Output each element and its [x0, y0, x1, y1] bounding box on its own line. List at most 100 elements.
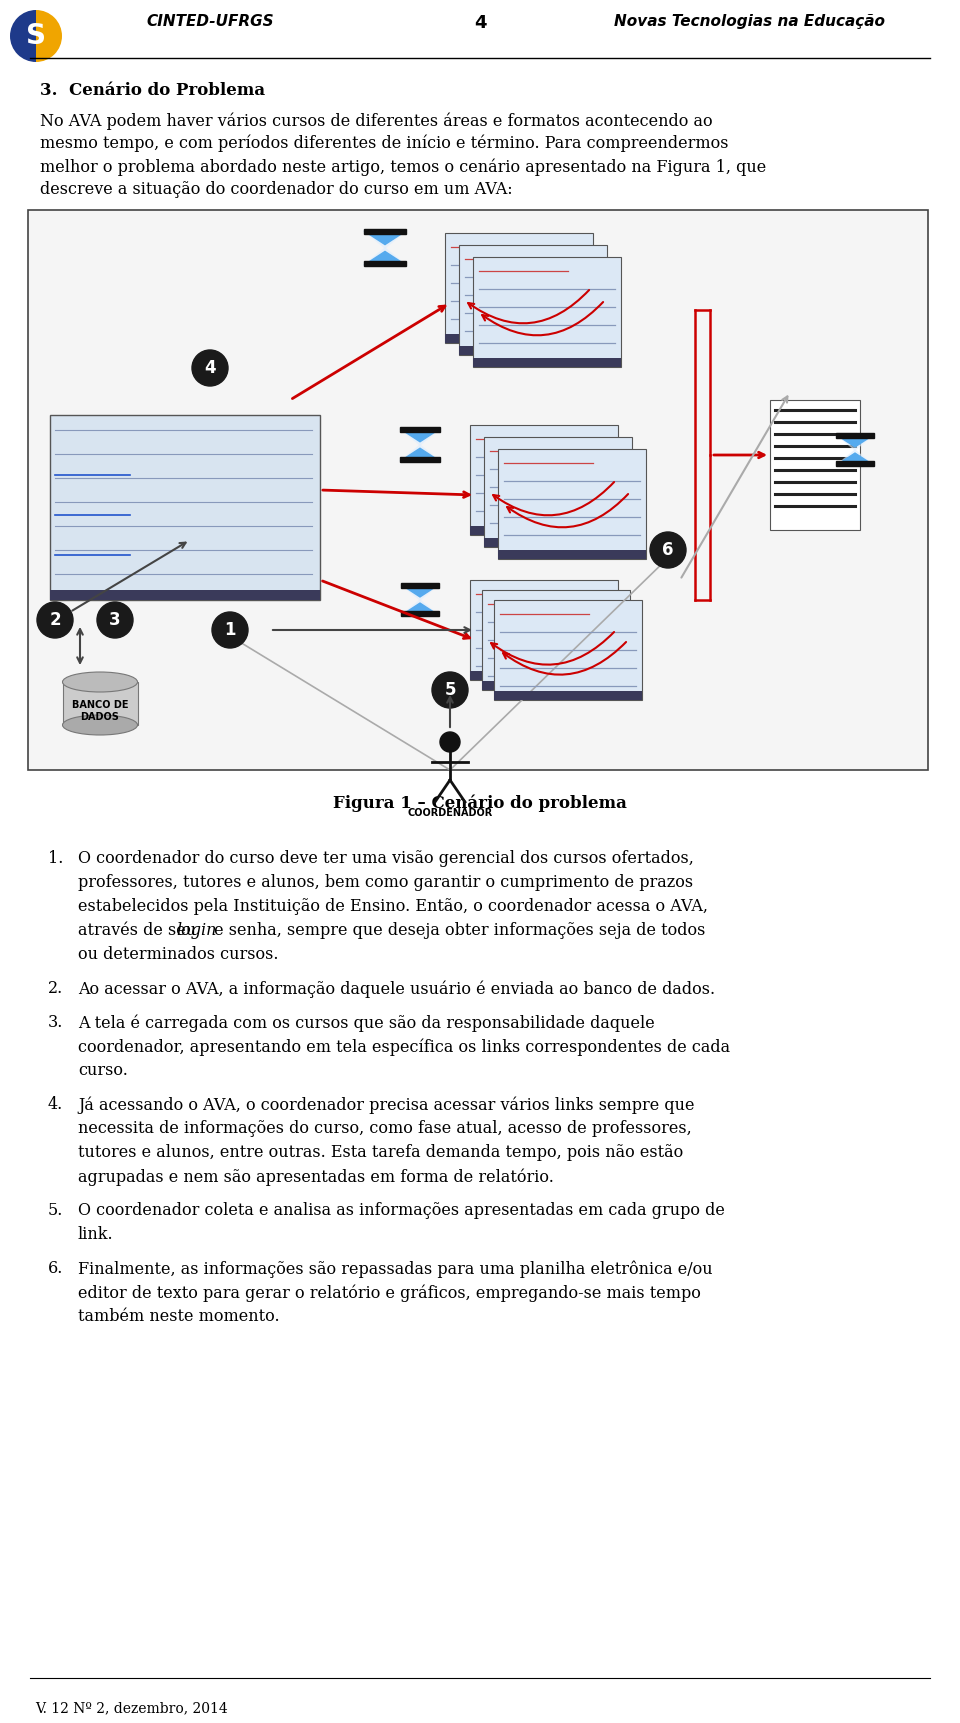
Text: S: S	[26, 22, 46, 50]
Bar	[470, 670, 618, 681]
Polygon shape	[400, 448, 440, 462]
Text: melhor o problema abordado neste artigo, temos o cenário apresentado na Figura 1: melhor o problema abordado neste artigo,…	[40, 159, 766, 176]
Text: 3: 3	[109, 612, 121, 629]
Bar	[400, 457, 440, 462]
Text: O coordenador coleta e analisa as informações apresentadas em cada grupo de: O coordenador coleta e analisa as inform…	[78, 1203, 725, 1218]
Polygon shape	[364, 248, 406, 265]
Bar	[470, 581, 618, 681]
Polygon shape	[401, 603, 439, 615]
Polygon shape	[401, 600, 439, 615]
Text: Finalmente, as informações são repassadas para uma planilha eletrônica e/ou: Finalmente, as informações são repassada…	[78, 1260, 712, 1277]
Bar	[50, 415, 320, 600]
Text: Novas Tecnologias na Educação: Novas Tecnologias na Educação	[614, 14, 885, 29]
Bar	[482, 589, 630, 689]
Text: 4: 4	[473, 14, 487, 33]
Bar	[459, 245, 607, 355]
Text: estabelecidos pela Instituição de Ensino. Então, o coordenador acessa o AVA,: estabelecidos pela Instituição de Ensino…	[78, 898, 708, 915]
Bar	[498, 450, 646, 558]
Wedge shape	[36, 10, 62, 62]
Text: necessita de informações do curso, como fase atual, acesso de professores,: necessita de informações do curso, como …	[78, 1120, 692, 1137]
Polygon shape	[364, 252, 406, 265]
Bar	[401, 612, 439, 617]
Wedge shape	[10, 10, 36, 62]
Bar	[470, 526, 618, 536]
Bar	[484, 438, 632, 546]
Text: O coordenador do curso deve ter uma visão gerencial dos cursos ofertados,: O coordenador do curso deve ter uma visã…	[78, 849, 694, 867]
Bar	[364, 262, 406, 265]
Circle shape	[650, 532, 686, 569]
Bar	[364, 229, 406, 234]
Text: agrupadas e nem são apresentadas em forma de relatório.: agrupadas e nem são apresentadas em form…	[78, 1168, 554, 1185]
Text: 6.: 6.	[48, 1260, 63, 1277]
Text: 4.: 4.	[48, 1096, 63, 1113]
Text: CINTED-UFRGS: CINTED-UFRGS	[146, 14, 274, 29]
Polygon shape	[400, 429, 440, 445]
Bar	[445, 233, 593, 343]
Text: 3.: 3.	[48, 1015, 63, 1030]
Text: A tela é carregada com os cursos que são da responsabilidade daquele: A tela é carregada com os cursos que são…	[78, 1015, 655, 1032]
Bar	[401, 582, 439, 588]
Circle shape	[212, 612, 248, 648]
Text: curso.: curso.	[78, 1061, 128, 1079]
Bar	[62, 682, 137, 725]
Text: 2: 2	[49, 612, 60, 629]
Bar	[494, 600, 642, 700]
Text: Já acessando o AVA, o coordenador precisa acessar vários links sempre que: Já acessando o AVA, o coordenador precis…	[78, 1096, 694, 1113]
Text: BANCO DE
DADOS: BANCO DE DADOS	[72, 700, 129, 722]
Text: e senha, sempre que deseja obter informações seja de todos: e senha, sempre que deseja obter informa…	[209, 922, 706, 939]
Text: COORDENADOR: COORDENADOR	[407, 808, 492, 818]
Text: Figura 1 – Cenário do problema: Figura 1 – Cenário do problema	[333, 794, 627, 813]
Polygon shape	[400, 429, 440, 441]
Ellipse shape	[62, 672, 137, 693]
Bar	[494, 691, 642, 700]
Circle shape	[192, 350, 228, 386]
Bar	[473, 358, 621, 367]
Text: tutores e alunos, entre outras. Esta tarefa demanda tempo, pois não estão: tutores e alunos, entre outras. Esta tar…	[78, 1144, 684, 1161]
Text: descreve a situação do coordenador do curso em um AVA:: descreve a situação do coordenador do cu…	[40, 181, 513, 198]
Bar	[484, 538, 632, 546]
Bar	[400, 427, 440, 432]
Bar	[470, 426, 618, 536]
Bar	[770, 400, 860, 531]
Text: 5: 5	[444, 681, 456, 700]
Text: 4: 4	[204, 358, 216, 377]
Polygon shape	[836, 450, 874, 465]
Text: 6: 6	[662, 541, 674, 558]
Text: mesmo tempo, e com períodos diferentes de início e término. Para compreendermos: mesmo tempo, e com períodos diferentes d…	[40, 134, 729, 153]
Bar	[28, 210, 928, 770]
Ellipse shape	[62, 715, 137, 736]
Bar	[459, 346, 607, 355]
Text: 2.: 2.	[48, 980, 63, 998]
Circle shape	[432, 672, 468, 708]
Text: também neste momento.: também neste momento.	[78, 1308, 279, 1325]
Circle shape	[37, 601, 73, 638]
Bar	[50, 589, 320, 600]
Bar	[473, 257, 621, 367]
Text: através de seu: através de seu	[78, 922, 202, 939]
Text: 1: 1	[225, 620, 236, 639]
Text: ou determinados cursos.: ou determinados cursos.	[78, 946, 278, 963]
Text: 1.: 1.	[48, 849, 63, 867]
Bar	[482, 681, 630, 689]
Text: editor de texto para gerar o relatório e gráficos, empregando-se mais tempo: editor de texto para gerar o relatório e…	[78, 1284, 701, 1301]
Circle shape	[97, 601, 133, 638]
Text: Ao acessar o AVA, a informação daquele usuário é enviada ao banco de dados.: Ao acessar o AVA, a informação daquele u…	[78, 980, 715, 998]
Polygon shape	[401, 584, 439, 596]
Polygon shape	[364, 231, 406, 248]
Text: 3.  Cenário do Problema: 3. Cenário do Problema	[40, 83, 265, 98]
Text: coordenador, apresentando em tela específica os links correspondentes de cada: coordenador, apresentando em tela especí…	[78, 1037, 731, 1056]
Polygon shape	[364, 231, 406, 245]
Bar	[836, 432, 874, 438]
Text: V. 12 Nº 2, dezembro, 2014: V. 12 Nº 2, dezembro, 2014	[35, 1701, 228, 1714]
Text: link.: link.	[78, 1227, 113, 1242]
Bar	[836, 462, 874, 467]
Polygon shape	[401, 584, 439, 600]
Text: login: login	[177, 922, 217, 939]
Text: professores, tutores e alunos, bem como garantir o cumprimento de prazos: professores, tutores e alunos, bem como …	[78, 874, 693, 891]
Circle shape	[440, 732, 460, 751]
Polygon shape	[836, 453, 874, 465]
Polygon shape	[836, 434, 874, 450]
Bar	[445, 334, 593, 343]
Text: No AVA podem haver vários cursos de diferentes áreas e formatos acontecendo ao: No AVA podem haver vários cursos de dife…	[40, 112, 712, 129]
Polygon shape	[836, 434, 874, 446]
